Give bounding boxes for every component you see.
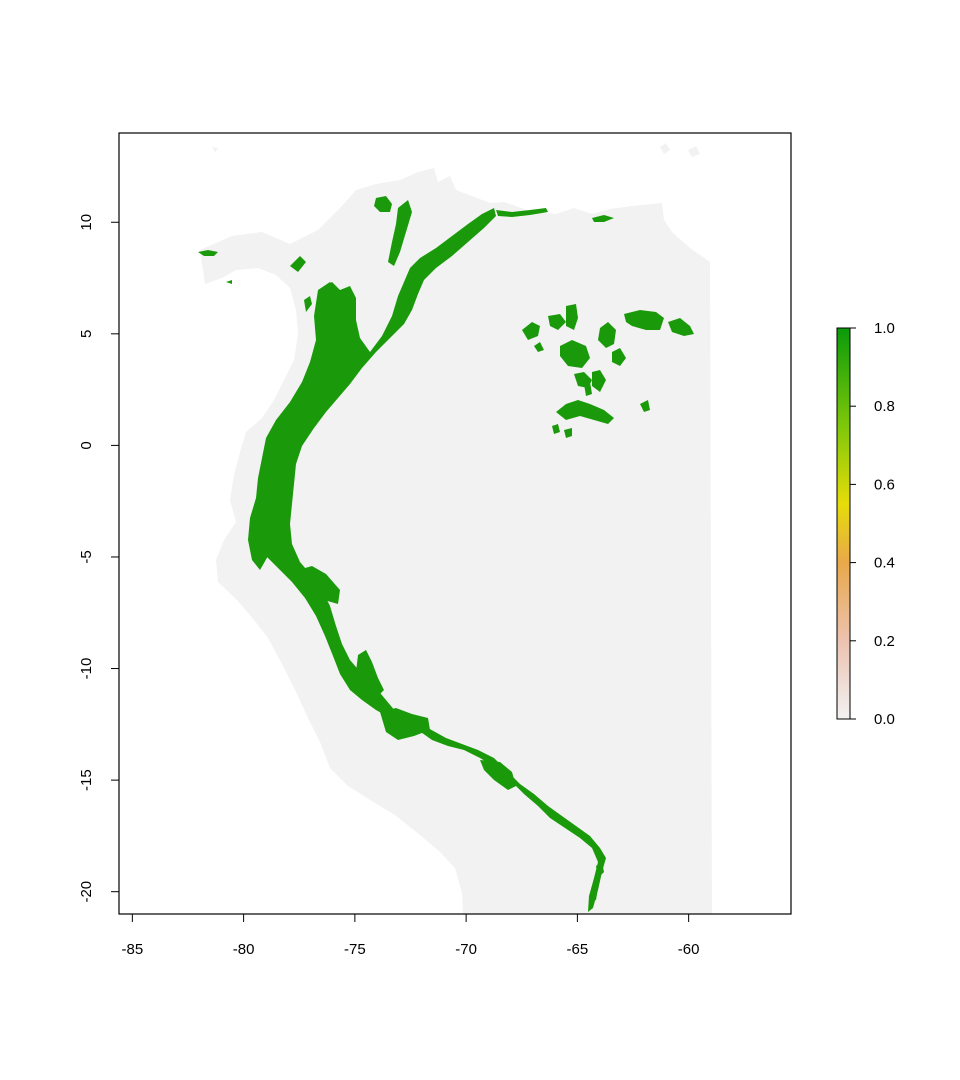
legend-tick-label: 0.4 xyxy=(874,555,895,572)
legend: 0.0 0.2 0.4 0.6 0.8 1.0 xyxy=(836,320,895,728)
legend-tick-label: 1.0 xyxy=(874,320,895,337)
x-tick-label: -85 xyxy=(122,941,144,958)
legend-color-bar xyxy=(836,327,851,720)
habitat-tepui xyxy=(522,304,694,438)
legend-ticks: 0.0 0.2 0.4 0.6 0.8 1.0 xyxy=(850,320,895,728)
map-raster xyxy=(198,143,712,914)
land-islands xyxy=(660,143,700,157)
x-tick-label: -70 xyxy=(455,941,477,958)
y-tick-label: -10 xyxy=(78,658,95,680)
habitat-bolivia-south xyxy=(590,862,604,902)
legend-tick-label: 0.8 xyxy=(874,398,895,415)
habitat-andes-main xyxy=(252,208,606,912)
y-tick-label: -15 xyxy=(78,769,95,791)
habitat-peru-central-blobs xyxy=(298,566,516,790)
suitable-habitat xyxy=(198,196,694,912)
x-tick-label: -80 xyxy=(233,941,255,958)
x-tick-label: -60 xyxy=(678,941,700,958)
y-tick-label: -20 xyxy=(78,881,95,903)
habitat-perija xyxy=(388,200,412,266)
y-axis: -20 -15 -10 -5 0 5 10 xyxy=(78,214,119,903)
habitat-andes-north-west xyxy=(248,282,344,570)
x-tick-label: -65 xyxy=(567,941,589,958)
legend-tick-label: 0.6 xyxy=(874,476,895,493)
legend-tick-label: 0.0 xyxy=(874,711,895,728)
y-tick-label: -5 xyxy=(78,550,95,563)
y-tick-label: 5 xyxy=(78,330,95,338)
y-tick-label: 0 xyxy=(78,441,95,449)
x-axis: -85 -80 -75 -70 -65 -60 xyxy=(122,914,700,958)
habitat-sierra-nevada xyxy=(374,196,392,212)
plot-frame xyxy=(118,132,792,915)
y-tick-label: 10 xyxy=(78,214,95,231)
habitat-venezuela-coast xyxy=(496,208,614,222)
legend-tick-label: 0.2 xyxy=(874,633,895,650)
x-tick-label: -75 xyxy=(344,941,366,958)
